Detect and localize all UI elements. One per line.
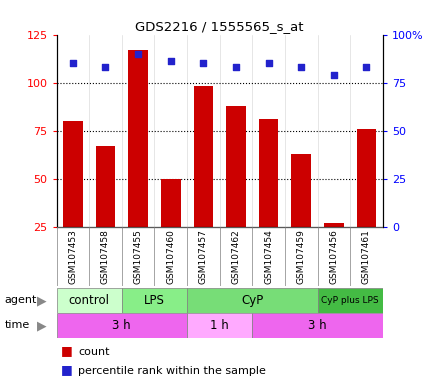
Text: LPS: LPS (144, 294, 164, 307)
Text: GSM107461: GSM107461 (361, 229, 370, 284)
Bar (291, 154, 310, 227)
Bar (252, 313, 382, 338)
Point (199, 60, 207, 66)
Point (297, 64, 304, 70)
Bar (161, 179, 180, 227)
Text: 3 h: 3 h (308, 319, 326, 332)
Bar (122, 288, 187, 313)
Point (69, 60, 76, 66)
Text: ■: ■ (61, 363, 72, 376)
Text: CyP plus LPS: CyP plus LPS (321, 296, 378, 305)
Text: agent: agent (4, 295, 36, 306)
Bar (95, 146, 115, 227)
Text: CyP: CyP (240, 294, 263, 307)
Text: 1 h: 1 h (210, 319, 229, 332)
Point (102, 64, 108, 70)
Point (265, 60, 272, 66)
Point (167, 58, 174, 65)
Bar (356, 129, 375, 227)
Text: GSM107455: GSM107455 (133, 229, 142, 284)
Text: control: control (69, 294, 109, 307)
Text: count: count (78, 347, 109, 357)
Bar (56, 288, 122, 313)
Text: ▶: ▶ (36, 319, 46, 332)
Bar (56, 313, 187, 338)
Text: GSM107460: GSM107460 (166, 229, 175, 284)
Point (362, 64, 369, 70)
Bar (63, 121, 82, 227)
Bar (323, 223, 343, 227)
Bar (187, 288, 317, 313)
Text: 3 h: 3 h (112, 319, 131, 332)
Bar (128, 50, 148, 227)
Point (330, 72, 337, 78)
Bar (193, 86, 213, 227)
Title: GDS2216 / 1555565_s_at: GDS2216 / 1555565_s_at (135, 20, 303, 33)
Point (232, 64, 239, 70)
Bar (317, 288, 382, 313)
Text: GSM107458: GSM107458 (101, 229, 110, 284)
Bar (258, 119, 278, 227)
Text: percentile rank within the sample: percentile rank within the sample (78, 366, 266, 376)
Text: GSM107457: GSM107457 (198, 229, 207, 284)
Text: time: time (4, 320, 30, 331)
Text: GSM107456: GSM107456 (329, 229, 338, 284)
Text: GSM107453: GSM107453 (68, 229, 77, 284)
Text: GSM107462: GSM107462 (231, 229, 240, 284)
Text: ▶: ▶ (36, 294, 46, 307)
Point (135, 51, 141, 57)
Bar (187, 313, 252, 338)
Bar (226, 106, 245, 227)
Text: GSM107459: GSM107459 (296, 229, 305, 284)
Text: GSM107454: GSM107454 (263, 229, 273, 284)
Text: ■: ■ (61, 344, 72, 357)
